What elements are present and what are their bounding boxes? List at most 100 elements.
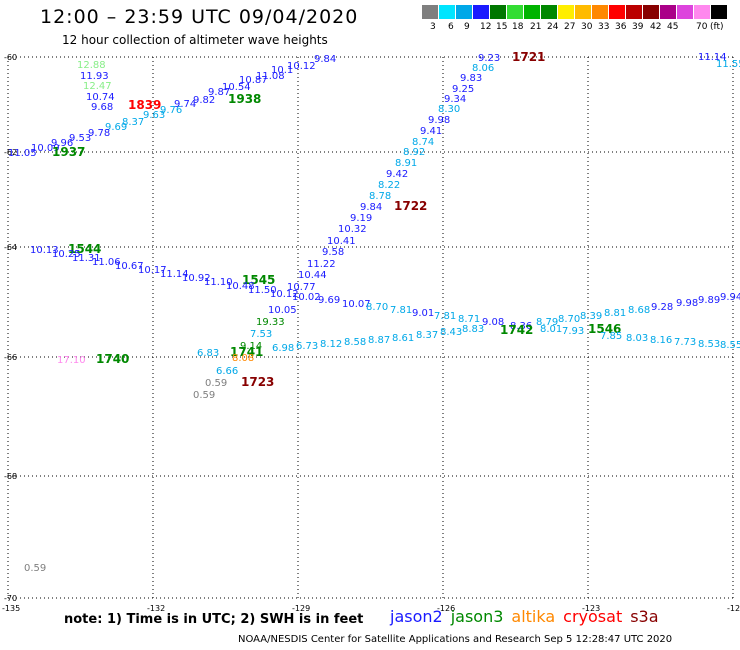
wave-height-label: 8.79 <box>536 317 558 328</box>
wave-height-label: 10.87 <box>239 75 268 86</box>
wave-height-label: 9.96 <box>51 138 73 149</box>
scale-label: 24 <box>547 22 559 32</box>
wave-height-label: 8.91 <box>395 158 417 169</box>
wave-height-label: 9.98 <box>676 298 698 309</box>
wave-height-label: 8.74 <box>412 137 434 148</box>
map-subtitle: 12 hour collection of altimeter wave hei… <box>62 33 328 47</box>
wave-height-label: 9.69 <box>105 122 127 133</box>
wave-height-label: 10.74 <box>86 92 115 103</box>
wave-height-label: 8.39 <box>580 311 602 322</box>
pass-time-label: 1545 <box>242 273 275 287</box>
wave-height-label: 9.53 <box>69 133 91 144</box>
wave-height-label: 11.55 <box>716 59 740 70</box>
map-grid <box>7 56 734 599</box>
wave-height-label: 7.93 <box>562 326 584 337</box>
wave-height-label: 9.58 <box>322 247 344 258</box>
legend-entry: s3a <box>630 607 659 626</box>
legend-entry: altika <box>511 607 556 626</box>
longitude-label: -120 <box>727 604 740 613</box>
wave-height-label: 9.83 <box>460 73 482 84</box>
wave-height-label: 11.08 <box>256 71 285 82</box>
wave-height-label: 9.87 <box>208 87 230 98</box>
wave-height-label: 8.16 <box>650 335 672 346</box>
scale-swatch <box>524 5 541 19</box>
pass-time-label: 1740 <box>96 352 129 366</box>
legend-entry: jason2 <box>390 607 443 626</box>
wave-height-label: 8.01 <box>540 324 562 335</box>
wave-height-label: 8.37 <box>122 117 144 128</box>
wave-height-label: 9.63 <box>143 110 165 121</box>
wave-height-label: 10.17 <box>138 265 167 276</box>
footer-credit: NOAA/NESDIS Center for Satellite Applica… <box>238 634 673 645</box>
scale-unit: (ft) <box>710 22 724 32</box>
wave-height-label: 8.03 <box>626 333 648 344</box>
wave-height-label: 11.06 <box>92 257 121 268</box>
map-title: 12:00 – 23:59 UTC 09/04/2020 <box>40 6 359 28</box>
scale-swatch <box>643 5 660 19</box>
wave-height-label: 8.70 <box>366 302 388 313</box>
wave-height-label: 9.41 <box>420 126 442 137</box>
wave-height-label: 10.32 <box>338 224 367 235</box>
scale-label: 15 <box>496 22 508 32</box>
map-note: note: 1) Time is in UTC; 2) SWH is in fe… <box>64 612 364 627</box>
wave-height-label: 9.23 <box>478 53 500 64</box>
wave-height-label: 11.22 <box>307 259 336 270</box>
color-scale <box>422 5 728 19</box>
scale-label: 18 <box>512 22 524 32</box>
wave-height-label: 10.77 <box>287 282 316 293</box>
scale-label: 42 <box>650 22 662 32</box>
wave-height-label: 8.70 <box>558 314 580 325</box>
scale-swatch <box>626 5 643 19</box>
wave-height-label: 6.73 <box>296 341 318 352</box>
wave-height-label: 9.82 <box>193 95 215 106</box>
wave-height-label: 10.54 <box>222 82 251 93</box>
longitude-label: -126 <box>437 604 455 613</box>
wave-height-label: 7.81 <box>434 311 456 322</box>
wave-height-label: 19.33 <box>256 317 285 328</box>
pass-time-label: 1938 <box>228 92 261 106</box>
wave-height-label: 9.34 <box>444 94 466 105</box>
wave-height-label: 9.25 <box>452 84 474 95</box>
satellite-legend: jason2 jason3 altika cryosat s3a <box>390 607 667 626</box>
wave-height-label: 9.89 <box>698 295 720 306</box>
pass-time-label: 1722 <box>394 199 427 213</box>
scale-swatch <box>677 5 694 19</box>
scale-swatch <box>422 5 439 19</box>
scale-label: 6 <box>448 22 454 32</box>
scale-swatch <box>473 5 490 19</box>
wave-height-label: 7.85 <box>600 331 622 342</box>
wave-height-label: 0.59 <box>24 563 46 574</box>
wave-height-label: 11.93 <box>80 71 109 82</box>
scale-swatch <box>660 5 677 19</box>
wave-height-label: 8.30 <box>438 104 460 115</box>
scale-swatch <box>490 5 507 19</box>
pass-time-label: 1544 <box>68 242 101 256</box>
wave-height-label: 12.88 <box>77 60 106 71</box>
wave-height-label: 8.61 <box>392 333 414 344</box>
wave-height-label: 11.14 <box>160 269 189 280</box>
wave-height-label: 6.66 <box>216 366 238 377</box>
scale-swatch <box>592 5 609 19</box>
pass-time-label: 1741 <box>230 345 263 359</box>
scale-swatch <box>694 5 711 19</box>
latitude-label: -60 <box>4 53 17 62</box>
scale-swatch <box>609 5 626 19</box>
wave-height-label: 9.69 <box>318 295 340 306</box>
scale-label: 30 <box>581 22 593 32</box>
wave-height-label: 8.78 <box>369 191 391 202</box>
wave-height-label: 9.98 <box>428 115 450 126</box>
wave-height-label: 7.53 <box>250 329 272 340</box>
scale-label: 70 <box>696 22 708 32</box>
wave-height-label: 8.43 <box>440 327 462 338</box>
wave-height-label: 8.87 <box>368 335 390 346</box>
wave-height-label: 11.14 <box>698 52 727 63</box>
scale-swatch <box>575 5 592 19</box>
pass-time-label: 1839 <box>128 98 161 112</box>
scale-label: 45 <box>667 22 679 32</box>
longitude-label: -135 <box>2 604 20 613</box>
wave-height-label: 9.84 <box>314 54 336 65</box>
wave-height-label: 8.53 <box>698 339 720 350</box>
latitude-label: -66 <box>4 353 17 362</box>
wave-height-label: 9.68 <box>91 102 113 113</box>
